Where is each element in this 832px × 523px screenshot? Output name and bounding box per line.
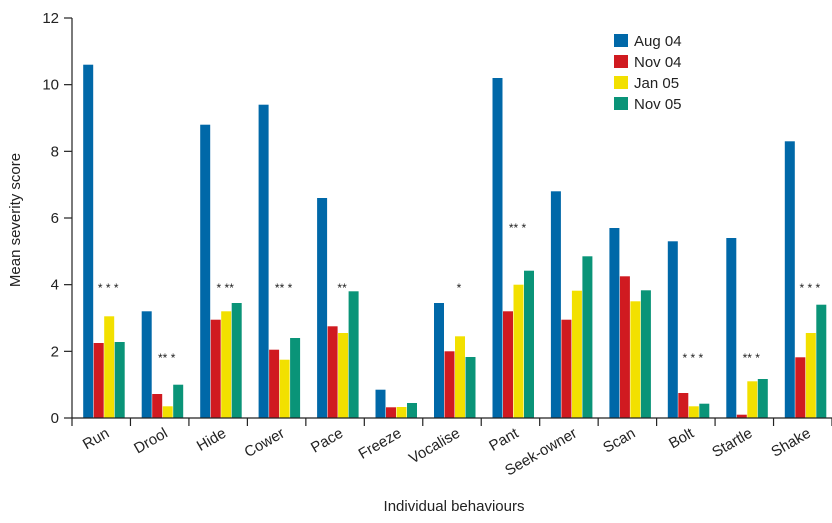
bar: [407, 403, 417, 418]
bar: [152, 394, 163, 418]
y-tick-label: 8: [51, 143, 59, 160]
y-tick-label: 6: [51, 210, 59, 227]
bar: [561, 319, 572, 418]
significance-annotation: * * *: [799, 281, 820, 295]
x-tick-label: Pant: [486, 424, 522, 455]
bar: [571, 290, 582, 418]
x-tick-label: Scan: [600, 425, 638, 457]
bar: [327, 326, 338, 418]
legend: Aug 04 Nov 04 Jan 05 Nov 05: [614, 33, 682, 113]
bar: [396, 407, 407, 418]
legend-label: Nov 04: [634, 54, 682, 71]
bar: [141, 311, 152, 418]
bar: [348, 291, 359, 418]
bar: [173, 384, 184, 418]
y-tick-label: 4: [51, 277, 59, 294]
bar: [757, 379, 768, 418]
bar: [582, 256, 593, 418]
significance-annotation: * **: [217, 281, 235, 295]
x-tick-label: Startle: [709, 425, 755, 461]
bar: [524, 270, 534, 418]
x-tick-label: Shake: [768, 425, 813, 461]
bar: [503, 311, 513, 418]
bar: [747, 381, 758, 418]
bar: [795, 357, 806, 418]
bar: [609, 228, 620, 418]
bar: [93, 343, 104, 418]
bar: [492, 78, 503, 418]
x-axis-title: Individual behaviours: [384, 498, 525, 515]
legend-label: Nov 05: [634, 96, 682, 113]
y-axis-title: Mean severity score: [7, 153, 24, 287]
y-tick-label: 10: [42, 77, 59, 94]
bar: [375, 389, 386, 418]
y-tick-label: 2: [51, 343, 59, 360]
significance-annotation: *: [457, 281, 462, 295]
bar: [338, 333, 349, 418]
x-tick-label: Vocalise: [406, 425, 463, 468]
bar: [805, 333, 816, 418]
legend-swatch: [614, 76, 628, 89]
bar: [258, 104, 269, 418]
bar: [550, 191, 561, 418]
bar: [678, 393, 689, 418]
bar: [619, 276, 630, 418]
significance-annotation: ** *: [158, 351, 176, 365]
bar: [210, 319, 221, 418]
x-tick-label: Freeze: [356, 425, 405, 463]
bar: [699, 403, 710, 418]
plot-area: * * *** ** ** ** * ** *** ** * * ** ** * *: [83, 64, 827, 419]
bar: [640, 290, 651, 418]
significance-annotation: **: [337, 281, 347, 295]
y-axis: 0 2 4 6 8 10 12: [42, 10, 73, 427]
bar: [231, 303, 242, 418]
legend-label: Jan 05: [634, 75, 679, 92]
bar: [434, 303, 444, 418]
x-tick-label: Run: [80, 425, 112, 453]
bar: [784, 141, 795, 419]
y-tick-label: 0: [51, 410, 59, 427]
x-axis: Run Drool Hide Cower Pace Freeze Vocalise Pant S…: [71, 417, 832, 479]
bar: [290, 338, 301, 418]
bar: [726, 238, 737, 418]
bar: [104, 316, 115, 418]
significance-annotation: ** *: [275, 281, 293, 295]
bar: [455, 336, 465, 418]
x-tick-label: Hide: [194, 425, 229, 455]
bar: [688, 406, 699, 418]
bar: [279, 359, 290, 418]
y-tick-label: 12: [42, 10, 59, 27]
significance-annotation: * * *: [682, 351, 703, 365]
bar: [83, 64, 94, 418]
x-tick-label: Drool: [131, 425, 171, 458]
legend-swatch: [614, 97, 628, 110]
significance-annotation: * * *: [98, 281, 119, 295]
legend-swatch: [614, 55, 628, 68]
bar: [317, 198, 328, 418]
x-tick-label: Pace: [308, 425, 346, 457]
significance-annotation: ** *: [743, 351, 761, 365]
bar: [465, 357, 476, 418]
bar: [200, 124, 211, 418]
bar: [386, 407, 396, 418]
bar: [736, 414, 747, 418]
legend-swatch: [614, 34, 628, 47]
x-tick-label: Cower: [242, 425, 288, 461]
bar: [513, 284, 524, 418]
bar: [444, 351, 455, 418]
bar: [269, 349, 280, 418]
legend-label: Aug 04: [634, 33, 682, 50]
bar: [630, 301, 641, 418]
bar: [667, 241, 678, 418]
bar: [221, 311, 232, 418]
bar: [162, 406, 173, 418]
bar: [816, 304, 827, 418]
x-tick-label: Bolt: [666, 424, 698, 452]
significance-annotation: ** *: [509, 221, 527, 235]
bar: [114, 342, 125, 418]
